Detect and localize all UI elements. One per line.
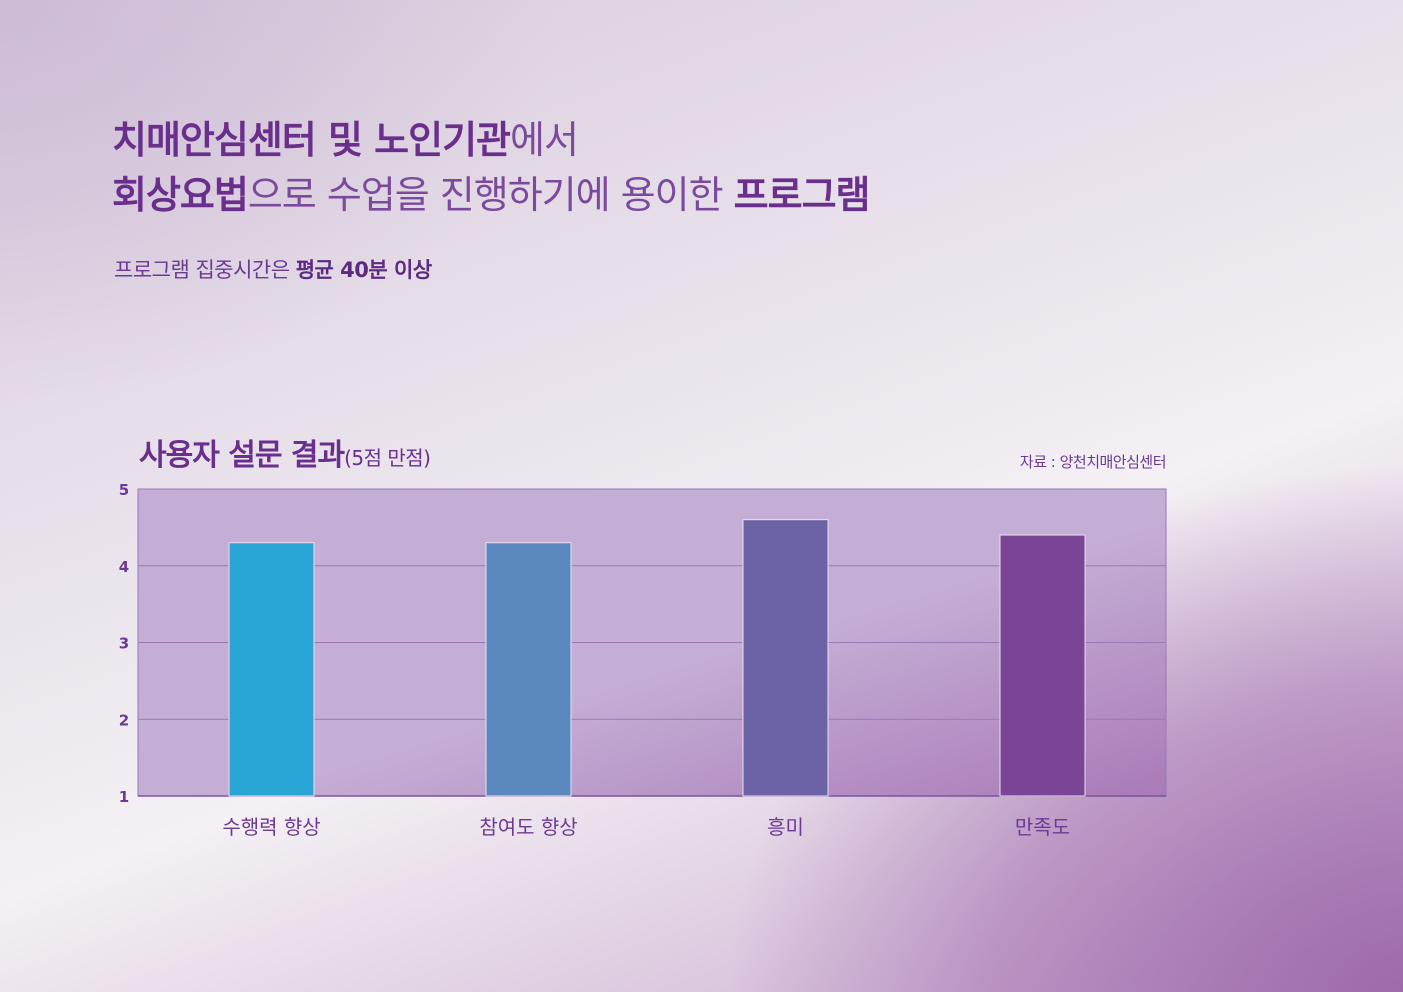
x-tick-label: 만족도 xyxy=(1015,815,1070,839)
heading-bold-3: 프로그램 xyxy=(733,173,871,217)
heading-text-2: 으로 수업을 진행하기에 용이한 xyxy=(247,173,734,217)
heading: 치매안심센터 및 노인기관에서 회상요법으로 수업을 진행하기에 용이한 프로그… xyxy=(112,113,870,223)
heading-line-1: 치매안심센터 및 노인기관에서 xyxy=(112,113,870,168)
x-tick-label: 수행력 향상 xyxy=(222,815,320,839)
x-tick-label: 흥미 xyxy=(767,815,804,839)
subline-text: 프로그램 집중시간은 xyxy=(114,258,296,282)
heading-bold-1: 치매안심센터 및 노인기관 xyxy=(112,118,511,162)
heading-text-1: 에서 xyxy=(510,118,579,162)
heading-bold-2: 회상요법 xyxy=(112,173,249,217)
heading-line-2: 회상요법으로 수업을 진행하기에 용이한 프로그램 xyxy=(112,168,870,223)
source-note: 자료 : 양천치매안심센터 xyxy=(1019,453,1167,471)
bar xyxy=(742,519,829,797)
y-tick-label: 2 xyxy=(119,711,129,729)
chart-title-text: 사용자 설문 결과 xyxy=(139,438,345,473)
subline-bold: 평균 40분 이상 xyxy=(295,258,432,282)
bar xyxy=(485,542,572,797)
chart-title-note: (5점 만점) xyxy=(344,446,431,470)
bar xyxy=(228,542,315,797)
y-tick-label: 3 xyxy=(119,635,129,653)
y-tick-label: 5 xyxy=(119,481,129,499)
bar xyxy=(999,534,1086,797)
y-tick-label: 1 xyxy=(119,788,129,806)
y-tick-label: 4 xyxy=(119,558,129,576)
chart-title: 사용자 설문 결과(5점 만점) xyxy=(139,430,431,474)
subline: 프로그램 집중시간은 평균 40분 이상 xyxy=(114,254,432,284)
x-tick-label: 참여도 향상 xyxy=(479,815,577,839)
